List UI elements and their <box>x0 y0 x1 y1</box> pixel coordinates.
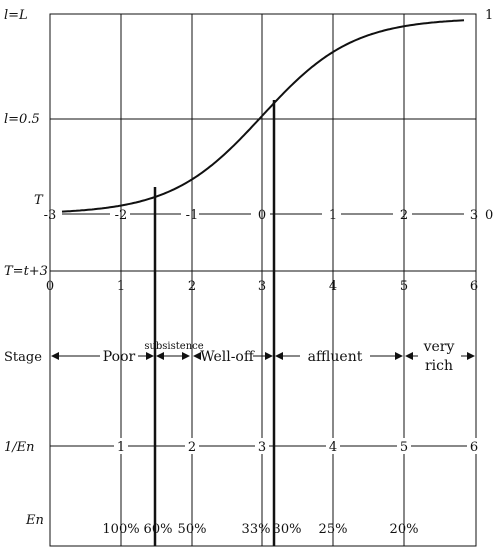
t-tick-label: -3 <box>44 208 57 223</box>
stage-poor-label: Poor <box>103 349 136 365</box>
en-tick-label: 33% <box>242 522 271 537</box>
en-tick-label: 30% <box>273 522 302 537</box>
t-shift-tick-label: 0 <box>46 279 54 294</box>
logistic-curve <box>61 19 465 213</box>
stage-rich-label: rich <box>425 358 453 374</box>
inverse-en-axis-ticks: 1 2 3 4 5 6 <box>114 438 481 455</box>
right-label-zero: 0 <box>485 208 493 223</box>
t-shift-tick-label: 2 <box>188 279 196 294</box>
inverse-en-tick-label: 1 <box>117 440 125 455</box>
t-shift-tick-label: 6 <box>470 279 478 294</box>
stage-very-label: very <box>423 339 455 355</box>
t-tick-label: 0 <box>258 208 266 223</box>
inverse-en-tick-label: 5 <box>400 440 408 455</box>
t-shift-tick-label: 5 <box>400 279 408 294</box>
t-tick-label: 2 <box>400 208 408 223</box>
right-label-one: 1 <box>485 8 493 23</box>
en-tick-label: 60% <box>144 522 173 537</box>
t-tick-label: -2 <box>115 208 128 223</box>
en-axis-ticks: 100% 60% 50% 33% 30% 25% 20% <box>102 522 418 537</box>
t-shift-tick-label: 3 <box>258 279 266 294</box>
inverse-en-tick-label: 3 <box>258 440 266 455</box>
en-tick-label: 20% <box>390 522 419 537</box>
y-label-inverse-en: 1/En <box>4 440 35 455</box>
vertical-gridlines <box>120 14 405 546</box>
y-label-T-shift: T=t+3 <box>4 264 48 279</box>
en-tick-label: 50% <box>178 522 207 537</box>
inverse-en-tick-label: 6 <box>470 440 478 455</box>
y-label-T: T <box>34 193 44 208</box>
t-shift-tick-label: 1 <box>117 279 125 294</box>
plot-frame <box>49 13 477 547</box>
t-shift-axis-ticks: 0 1 2 3 4 5 6 <box>46 279 478 294</box>
t-tick-label: 1 <box>329 208 337 223</box>
stage-subsistence-label: subsistence <box>144 341 203 352</box>
stage-well-off-label: Well-off <box>200 349 255 365</box>
inverse-en-tick-label: 2 <box>188 440 196 455</box>
t-shift-tick-label: 4 <box>329 279 337 294</box>
en-tick-label: 25% <box>319 522 348 537</box>
t-tick-label: 3 <box>470 208 478 223</box>
y-label-stage: Stage <box>4 350 42 365</box>
t-axis: -3 -2 -1 0 1 2 3 <box>44 208 478 223</box>
y-label-l-half: l=0.5 <box>4 112 40 127</box>
y-label-l-equals-L: l=L <box>4 8 28 23</box>
inverse-en-tick-label: 4 <box>329 440 337 455</box>
stage-affluent-label: affluent <box>308 349 363 365</box>
y-label-en: En <box>25 513 44 528</box>
t-tick-label: -1 <box>186 208 199 223</box>
en-tick-label: 100% <box>102 522 139 537</box>
